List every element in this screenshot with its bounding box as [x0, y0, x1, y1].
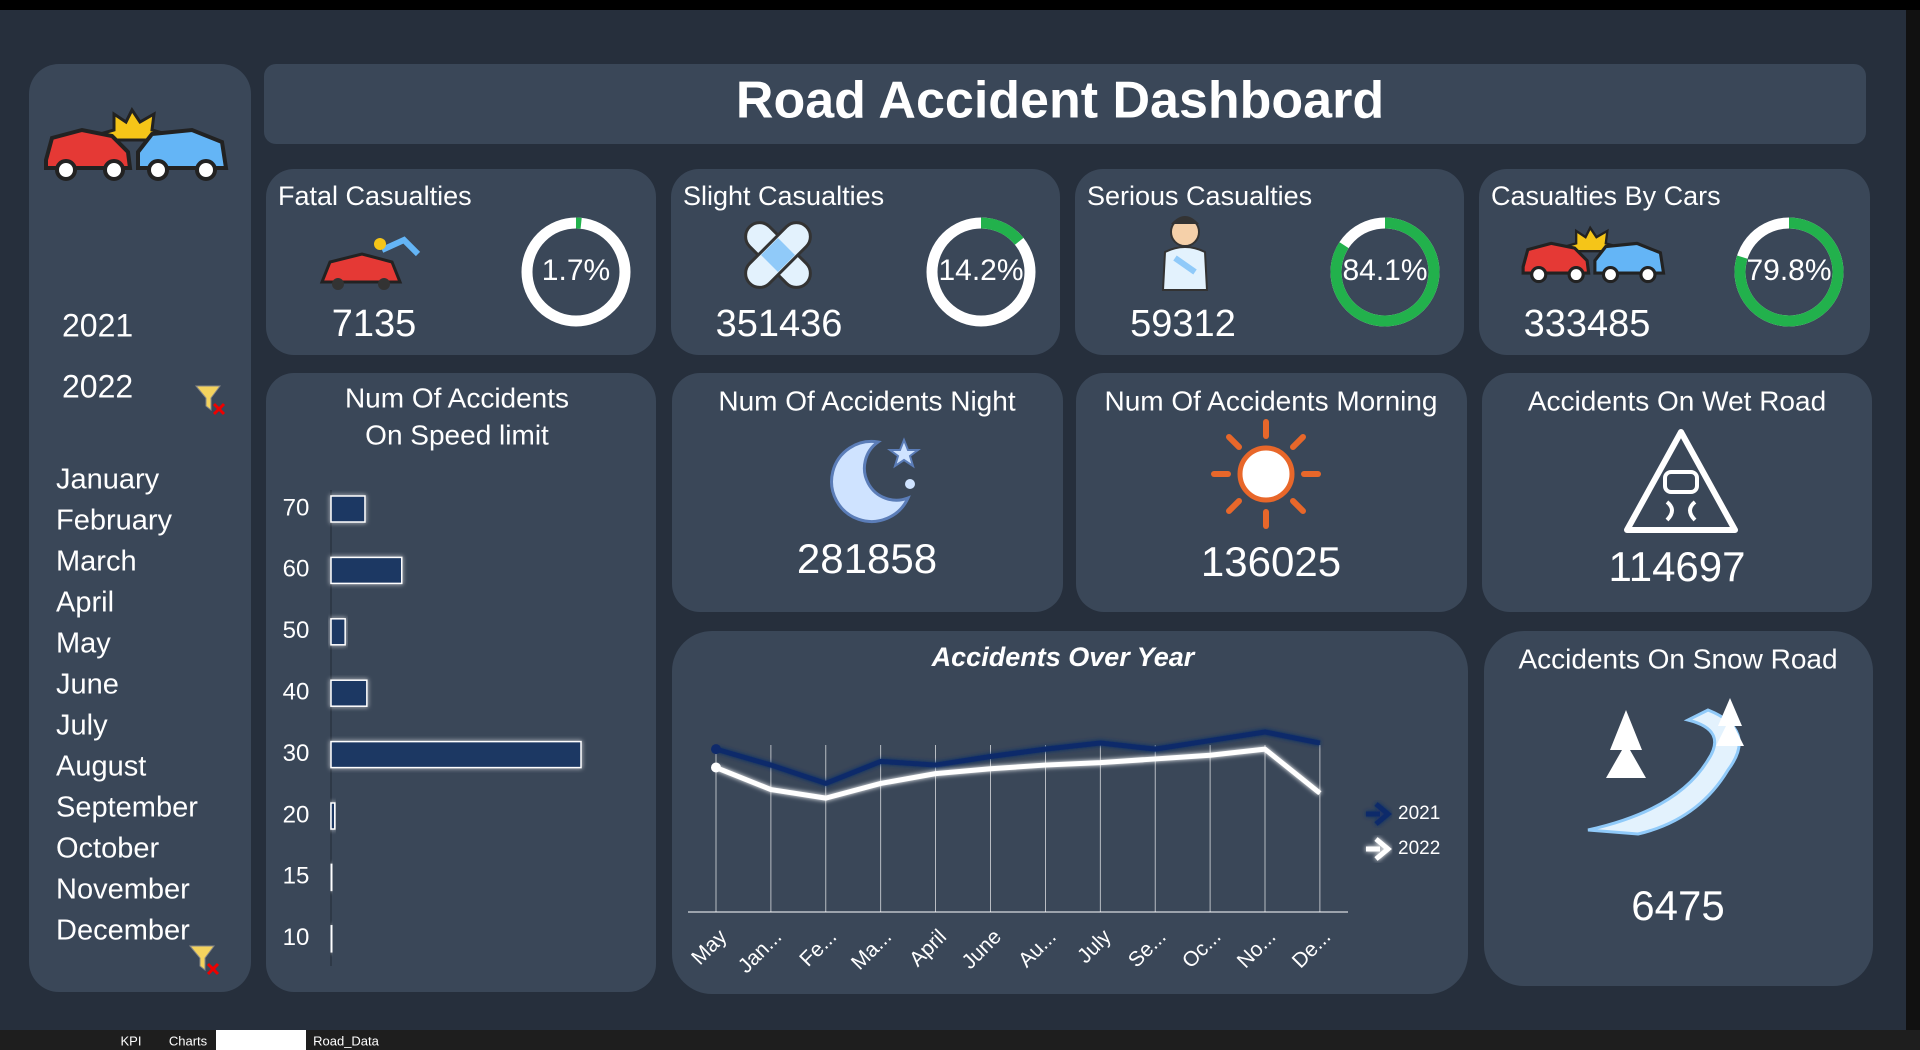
year-option[interactable]: 2021 [62, 307, 133, 343]
kpi-card [266, 169, 656, 355]
sun-icon [1211, 419, 1321, 529]
sheet-tab[interactable]: Road_Data [313, 1033, 380, 1048]
kpi-title: Slight Casualties [683, 181, 884, 211]
line-series [715, 729, 1321, 786]
clear-filter-months[interactable] [188, 945, 220, 976]
moon-icon [830, 437, 921, 523]
dashboard-title: Road Accident Dashboard [736, 72, 1384, 130]
month-option[interactable]: November [56, 874, 190, 906]
kpi-title: Casualties By Cars [1491, 181, 1721, 211]
slicer-panel [29, 64, 251, 992]
donut-label: 1.7% [542, 254, 610, 287]
kpi-card [1075, 169, 1464, 355]
snow-road-icon [1587, 698, 1744, 836]
month-option[interactable]: May [56, 628, 111, 660]
count-value: 136025 [1201, 538, 1341, 585]
bandage-icon [744, 221, 812, 289]
donut-label: 79.8% [1746, 254, 1831, 287]
y-tick-label: 20 [283, 801, 310, 828]
y-tick-label: 50 [283, 617, 310, 644]
month-option[interactable]: April [56, 587, 114, 619]
month-option[interactable]: October [56, 833, 159, 865]
wet-road-icon [1624, 429, 1738, 533]
month-option[interactable]: June [56, 669, 119, 701]
legend-label: 2021 [1398, 803, 1440, 824]
bar [330, 556, 403, 585]
count-title: Num Of Accidents Night [718, 385, 1015, 416]
bar [330, 495, 366, 523]
kpi-value: 333485 [1524, 303, 1651, 345]
bar [330, 802, 336, 830]
bar [330, 679, 368, 707]
month-option[interactable]: September [56, 792, 198, 824]
legend-label: 2022 [1398, 838, 1440, 859]
kpi-card [671, 169, 1060, 355]
active-tab [216, 1030, 306, 1050]
month-option[interactable]: February [56, 505, 173, 537]
donut-label: 84.1% [1342, 254, 1427, 287]
month-option[interactable]: March [56, 546, 137, 578]
chart-title: On Speed limit [365, 419, 549, 450]
donut-arc [1734, 217, 1844, 327]
line-start [711, 744, 721, 755]
y-tick-label: 30 [283, 740, 310, 767]
kpi-value: 351436 [716, 303, 843, 345]
window-bar [0, 0, 1920, 10]
title-panel [264, 64, 1866, 144]
line-start [711, 762, 721, 773]
line-series [715, 746, 1322, 801]
count-title: Accidents On Snow Road [1518, 643, 1837, 674]
bar [330, 925, 333, 953]
scrollbar[interactable] [1906, 10, 1920, 1030]
tab-bar [0, 1030, 1920, 1050]
bar [330, 618, 346, 646]
bar [330, 863, 333, 892]
fatal-icon [319, 236, 421, 290]
month-option[interactable]: July [56, 710, 108, 742]
crash-icon [44, 107, 229, 181]
donut-arc [926, 217, 1036, 327]
kpi-card [1479, 169, 1870, 355]
month-option[interactable]: January [56, 464, 160, 496]
count-title: Num Of Accidents Morning [1104, 385, 1437, 416]
y-tick-label: 70 [283, 494, 310, 521]
chart-title: Num Of Accidents [345, 382, 569, 413]
sheet-tab[interactable]: Dashboard [227, 1033, 295, 1048]
kpi-title: Fatal Casualties [278, 181, 472, 211]
count-value: 6475 [1631, 882, 1724, 929]
y-tick-label: 10 [283, 924, 310, 951]
patient-icon [1161, 216, 1209, 291]
sheet-tab[interactable]: Charts [169, 1033, 208, 1048]
bar [330, 740, 582, 769]
legend-marker [1366, 802, 1392, 826]
line-chart-card [672, 631, 1468, 994]
y-tick-label: 60 [283, 556, 310, 583]
count-value: 114697 [1608, 543, 1745, 590]
count-value: 281858 [797, 535, 937, 582]
donut-arc [521, 217, 631, 327]
kpi-title: Serious Casualties [1087, 181, 1312, 211]
legend-marker [1366, 837, 1392, 861]
kpi-value: 59312 [1130, 303, 1236, 345]
speed-chart-card [266, 373, 656, 992]
donut-arc [1330, 217, 1440, 327]
y-tick-label: 40 [283, 679, 310, 706]
month-option[interactable]: December [56, 915, 190, 947]
year-option[interactable]: 2022 [62, 368, 133, 404]
clear-filter-years[interactable] [194, 385, 226, 416]
count-title: Accidents On Wet Road [1528, 385, 1826, 416]
cars-icon [1521, 225, 1666, 284]
month-option[interactable]: August [56, 751, 146, 783]
kpi-value: 7135 [332, 303, 417, 345]
donut-label: 14.2% [938, 254, 1023, 287]
chart-title: Accidents Over Year [931, 642, 1196, 672]
sheet-tab[interactable]: KPI [121, 1033, 142, 1048]
y-tick-label: 15 [283, 863, 310, 890]
